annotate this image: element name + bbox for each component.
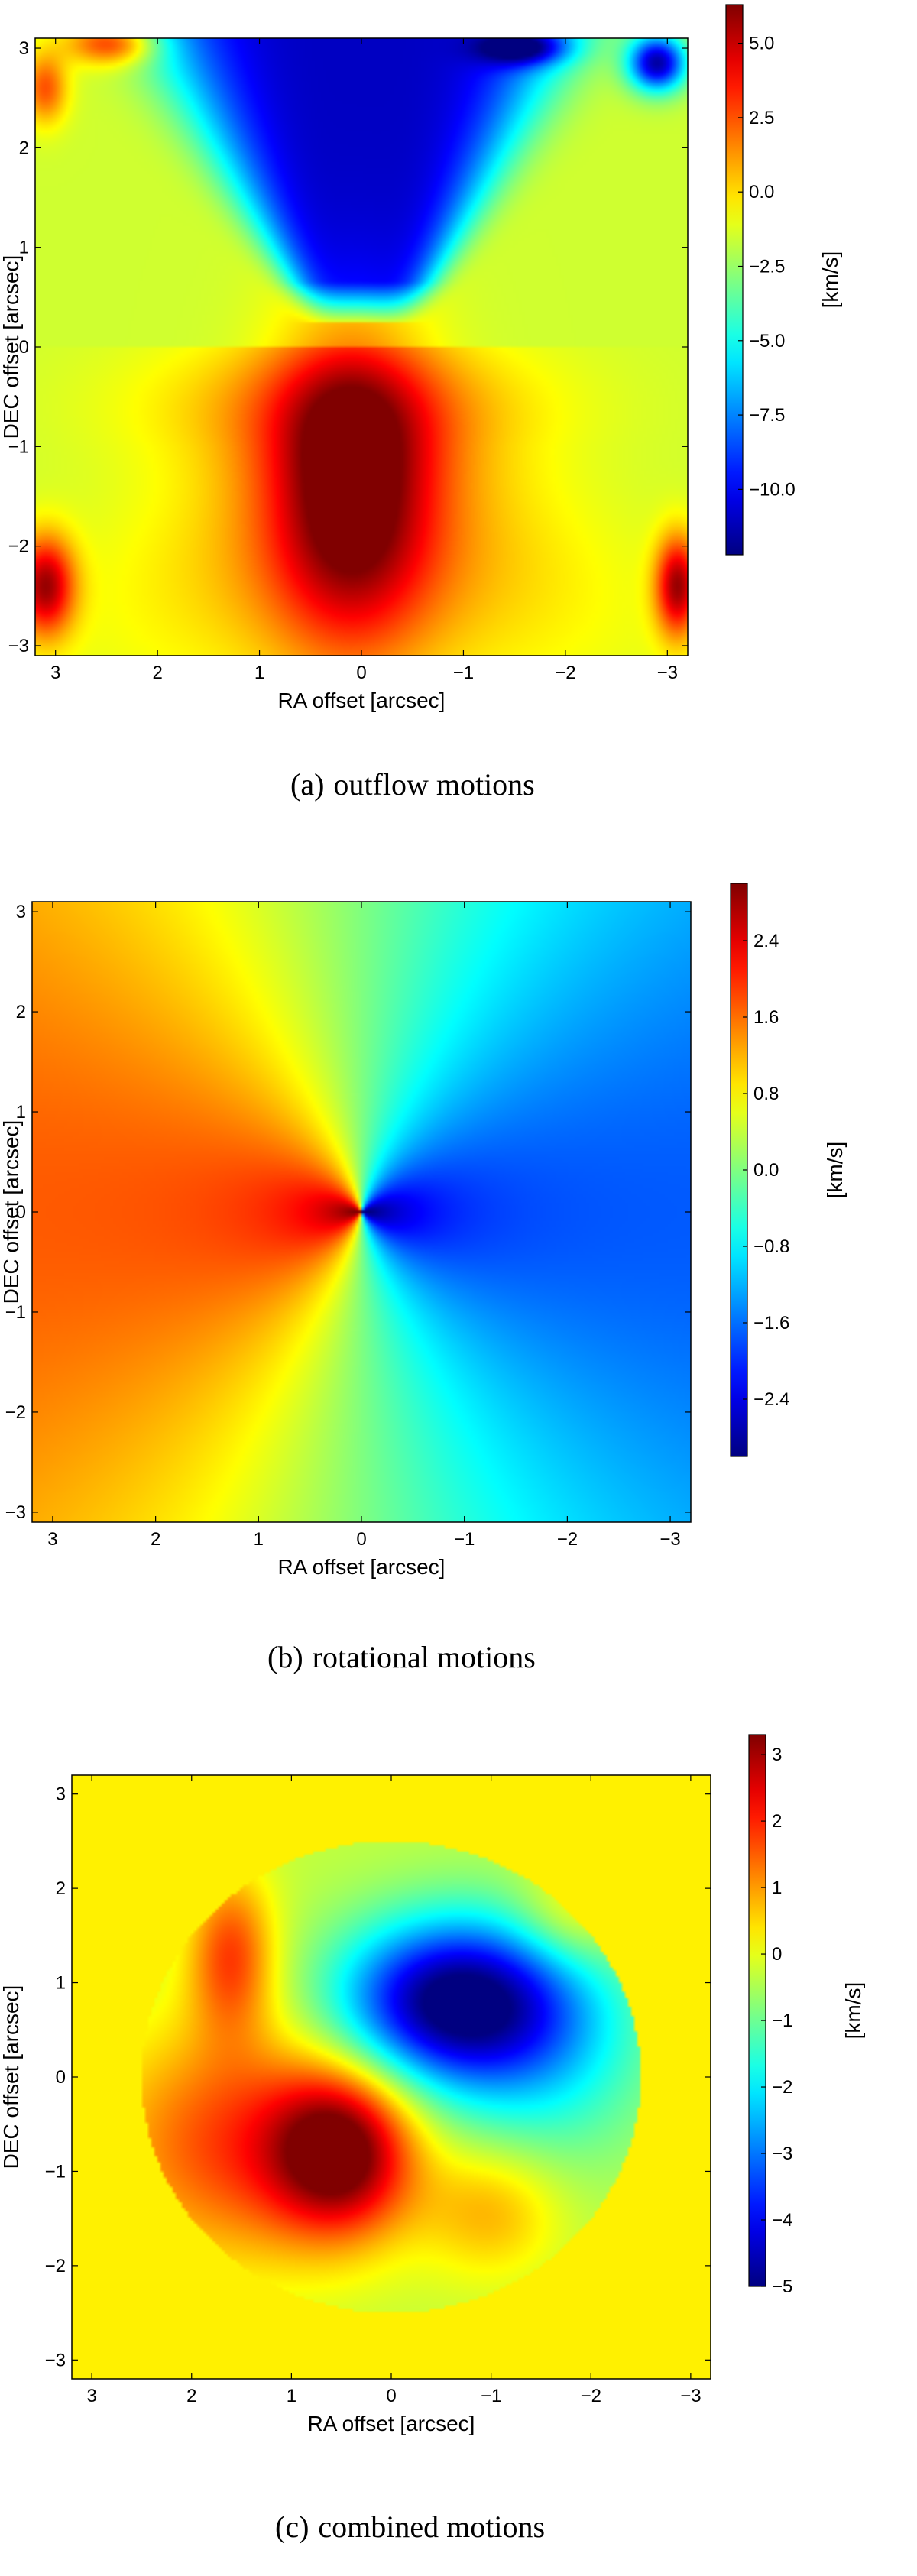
colorbar-label: [km/s] bbox=[841, 1982, 865, 2040]
x-tick-label: −2 bbox=[581, 2386, 601, 2406]
caption-text: rotational motions bbox=[313, 1640, 536, 1674]
y-tick-label: 0 bbox=[56, 2067, 66, 2088]
colorbar-tick-label: −4 bbox=[772, 2210, 792, 2231]
heatmap-image bbox=[72, 1775, 711, 2379]
x-tick-label: 0 bbox=[356, 663, 366, 683]
colorbar-tick-label: 1 bbox=[772, 1878, 782, 1898]
caption-text: outflow motions bbox=[333, 767, 534, 802]
colorbar-label: [km/s] bbox=[823, 1142, 847, 1199]
x-tick-label: −1 bbox=[481, 2386, 501, 2406]
colorbar bbox=[748, 1734, 766, 2287]
x-tick-label: 2 bbox=[186, 2386, 196, 2406]
y-tick-label: 3 bbox=[56, 1784, 66, 1805]
colorbar-tick-label: 0.8 bbox=[753, 1084, 779, 1104]
colorbar-tick-label: 2.4 bbox=[753, 931, 779, 951]
colorbar-tick-label: −7.5 bbox=[749, 405, 785, 426]
x-tick-label: −3 bbox=[659, 1529, 680, 1550]
colorbar-tick-label: 1.6 bbox=[753, 1007, 779, 1028]
colorbar-tick-label: 0.0 bbox=[753, 1160, 779, 1181]
x-tick-label: 3 bbox=[50, 663, 60, 683]
caption-label: (b) bbox=[267, 1640, 303, 1674]
colorbar-tick-label: −1 bbox=[772, 2011, 792, 2031]
panel-rotational-motions: 3 2 1 0 −1 −2 −3 −3 −2 −1 0 1 2 3 RA offset [arcsec] DE… bbox=[0, 841, 917, 1696]
x-tick-label: −3 bbox=[680, 2386, 701, 2406]
x-tick-label: 2 bbox=[151, 1529, 160, 1550]
x-tick-label: −2 bbox=[557, 1529, 578, 1550]
colorbar-tick-label: −5 bbox=[772, 2276, 792, 2297]
x-tick-label: 3 bbox=[86, 2386, 96, 2406]
y-tick-label: 3 bbox=[19, 38, 29, 59]
heatmap-image bbox=[35, 38, 688, 656]
colorbar-tick-label: −5.0 bbox=[749, 331, 785, 352]
colorbar-tick-label: −0.8 bbox=[753, 1236, 789, 1257]
colorbar bbox=[725, 4, 744, 556]
colorbar-tick-label: 0.0 bbox=[749, 182, 774, 203]
x-axis-label: RA offset [arcsec] bbox=[278, 1555, 446, 1579]
y-tick-label: 0 bbox=[16, 1202, 26, 1223]
caption-label: (c) bbox=[275, 2510, 309, 2544]
colorbar-tick-label: 5.0 bbox=[749, 34, 774, 54]
figure-caption: (c) combined motions bbox=[275, 2510, 545, 2544]
y-tick-label: −1 bbox=[45, 2161, 66, 2182]
y-tick-label: −3 bbox=[45, 2350, 66, 2370]
y-tick-label: −3 bbox=[8, 636, 29, 656]
x-axis-label: RA offset [arcsec] bbox=[278, 689, 446, 712]
x-tick-label: −2 bbox=[555, 663, 575, 683]
y-tick-label: 1 bbox=[16, 1102, 26, 1123]
colorbar-tick-label: 2.5 bbox=[749, 108, 774, 128]
colorbar-tick-label: −10.0 bbox=[749, 479, 795, 500]
x-tick-label: 1 bbox=[254, 663, 264, 683]
y-tick-label: 2 bbox=[19, 138, 29, 158]
figure-caption: (b) rotational motions bbox=[267, 1640, 536, 1674]
y-tick-label: 2 bbox=[56, 1878, 66, 1899]
y-tick-label: −2 bbox=[45, 2256, 66, 2276]
colorbar-tick-label: −3 bbox=[772, 2143, 792, 2164]
y-tick-label: −1 bbox=[8, 436, 29, 457]
caption-label: (a) bbox=[290, 767, 324, 802]
y-axis-label: DEC offset [arcsec] bbox=[0, 1985, 23, 2169]
x-tick-label: −3 bbox=[657, 663, 678, 683]
y-axis-label: DEC offset [arcsec] bbox=[0, 255, 23, 439]
x-tick-label: −1 bbox=[454, 1529, 475, 1550]
colorbar-tick-label: −2.4 bbox=[753, 1389, 789, 1410]
x-tick-label: 2 bbox=[152, 663, 162, 683]
y-axis-label: DEC offset [arcsec] bbox=[0, 1120, 23, 1304]
y-tick-label: 1 bbox=[19, 238, 29, 258]
y-tick-label: −3 bbox=[5, 1502, 26, 1523]
x-tick-label: 0 bbox=[386, 2386, 396, 2406]
caption-text: combined motions bbox=[318, 2510, 545, 2544]
y-tick-label: −1 bbox=[5, 1302, 26, 1323]
colorbar-tick-label: −2.5 bbox=[749, 256, 785, 277]
colorbar-tick-label: 2 bbox=[772, 1811, 782, 1832]
y-tick-label: 3 bbox=[16, 902, 26, 922]
panel-combined-motions: 3 2 1 0 −1 −2 −3 −3 −2 −1 0 1 2 3 RA offset [arcsec] DE… bbox=[0, 1696, 917, 2576]
colorbar-tick-label: 3 bbox=[772, 1745, 782, 1765]
rotational-chart: 3 2 1 0 −1 −2 −3 −3 −2 −1 0 1 2 3 RA offset [arcsec] DE… bbox=[0, 883, 847, 1674]
x-tick-label: 0 bbox=[356, 1529, 366, 1550]
y-tick-label: 2 bbox=[16, 1002, 26, 1022]
y-tick-label: 1 bbox=[56, 1973, 66, 1994]
x-tick-label: 1 bbox=[254, 1529, 264, 1550]
y-tick-label: −2 bbox=[8, 536, 29, 557]
combined-chart: 3 2 1 0 −1 −2 −3 −3 −2 −1 0 1 2 3 RA offset [arcsec] DE… bbox=[0, 1734, 865, 2544]
heatmap-image bbox=[32, 902, 691, 1522]
outflow-chart: 3 2 1 0 −1 −2 −3 −3 −2 −1 0 1 2 3 RA offset [arcsec] DE… bbox=[0, 4, 842, 802]
y-tick-label: −2 bbox=[5, 1402, 26, 1423]
x-tick-label: 1 bbox=[287, 2386, 296, 2406]
colorbar-tick-label: −1.6 bbox=[753, 1313, 789, 1333]
panel-outflow-motions: 3 2 1 0 −1 −2 −3 −3 −2 −1 0 1 2 3 RA offset [arcsec] DE… bbox=[0, 0, 917, 841]
x-tick-label: −1 bbox=[453, 663, 474, 683]
figure-caption: (a) outflow motions bbox=[290, 767, 535, 802]
x-axis-label: RA offset [arcsec] bbox=[308, 2412, 475, 2435]
y-tick-label: 0 bbox=[19, 337, 29, 358]
colorbar-tick-label: −2 bbox=[772, 2077, 792, 2098]
colorbar-tick-label: 0 bbox=[772, 1944, 782, 1965]
colorbar-label: [km/s] bbox=[818, 251, 842, 309]
x-tick-label: 3 bbox=[47, 1529, 57, 1550]
